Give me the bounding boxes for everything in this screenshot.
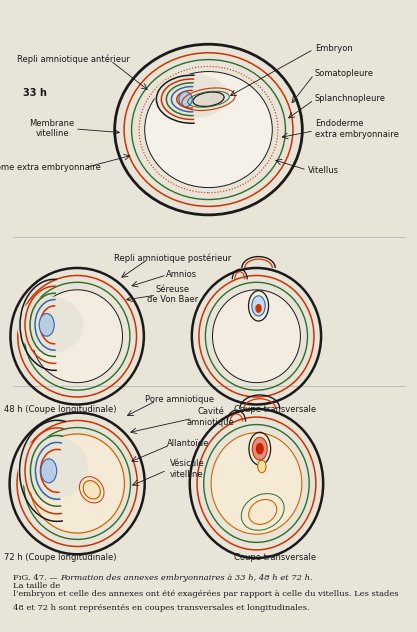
- Ellipse shape: [18, 436, 88, 499]
- Text: Cœlome extra embryonnaire: Cœlome extra embryonnaire: [0, 163, 100, 172]
- Ellipse shape: [32, 290, 123, 382]
- Ellipse shape: [30, 434, 124, 533]
- Ellipse shape: [179, 92, 192, 107]
- Ellipse shape: [145, 71, 272, 188]
- Ellipse shape: [249, 499, 277, 525]
- Ellipse shape: [193, 92, 224, 106]
- Circle shape: [256, 305, 261, 312]
- Text: Vésicule
vitelline: Vésicule vitelline: [169, 459, 204, 478]
- Text: Repli amniotique postérieur: Repli amniotique postérieur: [114, 253, 232, 263]
- Text: Membrane
vitelline: Membrane vitelline: [30, 119, 75, 138]
- Text: Endoderme
extra embryonnaire: Endoderme extra embryonnaire: [315, 119, 399, 138]
- Text: 72 h (Coupe longitudinale): 72 h (Coupe longitudinale): [4, 553, 117, 562]
- Text: 48 h (Coupe longitudinale): 48 h (Coupe longitudinale): [4, 405, 117, 414]
- Ellipse shape: [258, 460, 266, 473]
- Text: Cavité
amniotique: Cavité amniotique: [187, 408, 234, 427]
- Text: Coupe transversale: Coupe transversale: [234, 405, 316, 414]
- Ellipse shape: [213, 290, 300, 382]
- Text: 48 et 72 h sont représentés en coupes transversales et longitudinales.: 48 et 72 h sont représentés en coupes tr…: [13, 604, 309, 612]
- Text: Coupe transversale: Coupe transversale: [234, 553, 316, 562]
- Text: Amnios: Amnios: [166, 270, 197, 279]
- Text: Repli amniotique antérieur: Repli amniotique antérieur: [17, 54, 129, 64]
- Text: La taille de: La taille de: [13, 582, 60, 590]
- Text: Pore amniotique: Pore amniotique: [145, 395, 214, 404]
- Ellipse shape: [154, 74, 229, 118]
- Text: Somatopleure: Somatopleure: [315, 69, 374, 78]
- Text: 33 h: 33 h: [23, 88, 47, 98]
- Ellipse shape: [41, 459, 57, 483]
- Text: Allantoïde: Allantoïde: [166, 439, 209, 448]
- Text: l’embryon et celle des annexes ont été exagérées par rapport à celle du vitellus: l’embryon et celle des annexes ont été e…: [13, 590, 398, 599]
- Text: Splanchnopleure: Splanchnopleure: [315, 94, 386, 103]
- Circle shape: [256, 444, 263, 454]
- Text: FɪG. 47. —: FɪG. 47. —: [13, 574, 57, 582]
- Ellipse shape: [211, 433, 302, 534]
- Ellipse shape: [252, 296, 265, 316]
- Ellipse shape: [252, 437, 267, 460]
- Text: Embryon: Embryon: [315, 44, 353, 52]
- Text: Formation des annexes embryonnaires à 33 h, 48 h et 72 h.: Formation des annexes embryonnaires à 33…: [60, 574, 313, 582]
- Ellipse shape: [39, 313, 54, 336]
- Ellipse shape: [17, 296, 83, 353]
- Text: Vitellus: Vitellus: [308, 166, 339, 175]
- Text: Séreuse
de Von Baer: Séreuse de Von Baer: [148, 285, 198, 304]
- Ellipse shape: [83, 480, 100, 499]
